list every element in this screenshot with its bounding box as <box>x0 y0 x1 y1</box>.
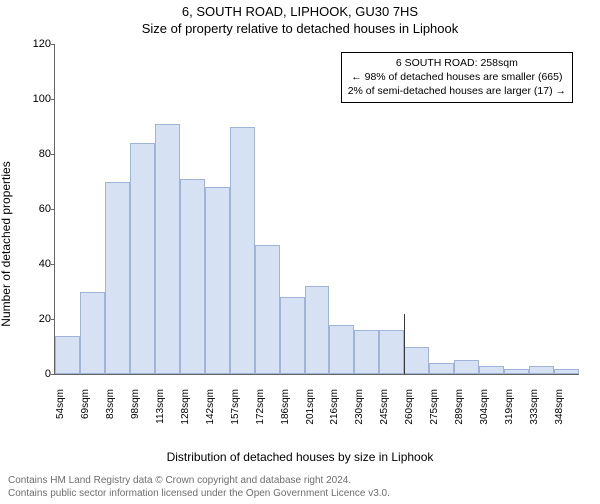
y-tick-mark <box>51 264 55 265</box>
histogram-bar <box>255 245 280 374</box>
histogram-bar <box>554 369 579 375</box>
annot-line1: 6 SOUTH ROAD: 258sqm <box>396 57 518 69</box>
histogram-bar <box>354 330 379 374</box>
y-tick-mark <box>51 319 55 320</box>
x-tick-label: 230sqm <box>354 389 365 433</box>
y-tick-mark <box>51 374 55 375</box>
marker-line <box>404 314 405 374</box>
y-tick-label: 0 <box>21 368 51 380</box>
annot-line2: ← 98% of detached houses are smaller (66… <box>351 71 562 83</box>
x-tick-label: 319sqm <box>504 389 515 433</box>
footer-line2: Contains public sector information licen… <box>8 488 390 499</box>
x-tick-label: 69sqm <box>80 389 91 433</box>
footer-line1: Contains HM Land Registry data © Crown c… <box>8 475 351 486</box>
annot-line3: 2% of semi-detached houses are larger (1… <box>348 85 566 97</box>
x-tick-label: 260sqm <box>404 389 415 433</box>
histogram-bar <box>155 124 180 374</box>
x-tick-label: 157sqm <box>230 389 241 433</box>
plot-area: 02040608010012054sqm69sqm83sqm98sqm113sq… <box>54 44 579 375</box>
histogram-bar <box>454 360 479 374</box>
x-tick-label: 245sqm <box>379 389 390 433</box>
x-tick-label: 98sqm <box>130 389 141 433</box>
histogram-bar <box>429 363 454 374</box>
histogram-bar <box>329 325 354 375</box>
histogram-bar <box>404 347 429 375</box>
x-tick-label: 142sqm <box>205 389 216 433</box>
x-tick-label: 304sqm <box>479 389 490 433</box>
chart-container: Number of detached properties 0204060801… <box>0 44 600 444</box>
histogram-bar <box>80 292 105 375</box>
histogram-bar <box>205 187 230 374</box>
y-tick-label: 60 <box>21 203 51 215</box>
histogram-bar <box>479 366 504 374</box>
y-tick-mark <box>51 44 55 45</box>
x-tick-label: 289sqm <box>454 389 465 433</box>
x-tick-label: 201sqm <box>305 389 316 433</box>
page-title: 6, SOUTH ROAD, LIPHOOK, GU30 7HS <box>0 4 600 19</box>
histogram-bar <box>130 143 155 374</box>
x-tick-label: 83sqm <box>105 389 116 433</box>
histogram-bar <box>305 286 330 374</box>
histogram-bar <box>55 336 80 375</box>
x-tick-label: 54sqm <box>55 389 66 433</box>
y-tick-label: 20 <box>21 313 51 325</box>
x-tick-label: 348sqm <box>554 389 565 433</box>
y-axis-label: Number of detached properties <box>0 161 13 326</box>
histogram-bar <box>180 179 205 374</box>
histogram-bar <box>529 366 554 374</box>
x-tick-label: 172sqm <box>255 389 266 433</box>
histogram-bar <box>230 127 255 375</box>
histogram-bar <box>280 297 305 374</box>
y-tick-label: 40 <box>21 258 51 270</box>
page-subtitle: Size of property relative to detached ho… <box>0 21 600 36</box>
histogram-bar <box>379 330 404 374</box>
x-tick-label: 275sqm <box>429 389 440 433</box>
x-tick-label: 186sqm <box>280 389 291 433</box>
y-tick-label: 100 <box>21 93 51 105</box>
annotation-box: 6 SOUTH ROAD: 258sqm ← 98% of detached ho… <box>341 52 573 103</box>
y-tick-label: 80 <box>21 148 51 160</box>
y-tick-mark <box>51 99 55 100</box>
y-tick-mark <box>51 154 55 155</box>
y-tick-mark <box>51 209 55 210</box>
x-tick-label: 113sqm <box>155 389 166 433</box>
x-tick-label: 216sqm <box>329 389 340 433</box>
histogram-bar <box>504 369 529 375</box>
footer-attribution: Contains HM Land Registry data © Crown c… <box>8 474 390 500</box>
x-tick-label: 333sqm <box>529 389 540 433</box>
histogram-bar <box>105 182 130 375</box>
x-tick-label: 128sqm <box>180 389 191 433</box>
y-tick-label: 120 <box>21 38 51 50</box>
x-axis-label: Distribution of detached houses by size … <box>0 450 600 464</box>
